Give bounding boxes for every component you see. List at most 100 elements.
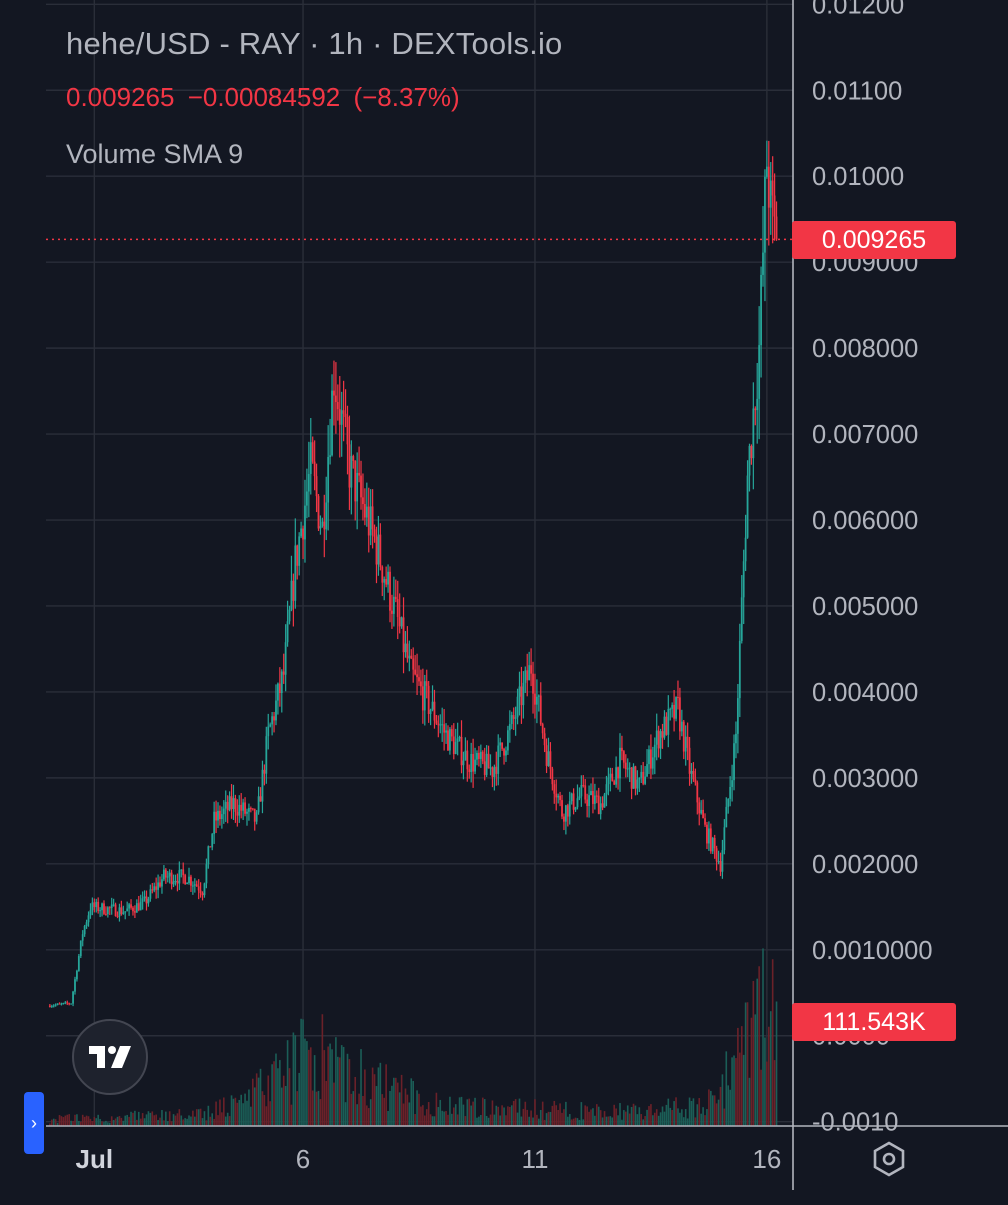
volume-bar-173	[381, 1094, 384, 1126]
candle-body-213	[458, 736, 461, 739]
candle-body-53	[149, 889, 152, 899]
candle-body-68	[178, 870, 181, 884]
volume-bar-307	[640, 1114, 643, 1126]
tradingview-logo-icon[interactable]	[72, 1019, 148, 1095]
volume-bar-356	[735, 1058, 737, 1126]
volume-bar-104	[248, 1089, 250, 1126]
last-price-value: 0.009265	[66, 82, 175, 112]
volume-bar-349	[721, 1074, 724, 1126]
volume-bar-7	[60, 1116, 63, 1126]
candle-body-287	[601, 803, 604, 808]
candle-body-240	[510, 715, 513, 725]
volume-bar-364	[750, 1017, 753, 1126]
candle-body-136	[309, 442, 312, 474]
candle-body-197	[427, 685, 430, 714]
candle-body-119	[277, 683, 279, 701]
volume-bar-254	[538, 1118, 540, 1126]
volume-bar-301	[628, 1113, 631, 1126]
volume-bar-373	[768, 1026, 770, 1126]
volume-bar-62	[166, 1121, 169, 1126]
side-panel-toggle[interactable]: ›	[24, 1092, 44, 1154]
volume-bar-189	[412, 1080, 415, 1126]
volume-bar-144	[325, 1080, 328, 1126]
volume-bar-77	[195, 1109, 198, 1126]
candle-body-293	[613, 781, 616, 785]
candle-body-252	[534, 693, 536, 705]
volume-bar-48	[139, 1118, 142, 1126]
candle-body-377	[775, 216, 778, 240]
volume-bar-20	[85, 1115, 88, 1126]
candle-body-319	[663, 716, 666, 738]
volume-bar-205	[443, 1111, 445, 1126]
volume-bar-352	[727, 1085, 730, 1126]
candle-body-121	[280, 671, 283, 694]
candle-body-134	[306, 491, 308, 506]
volume-bar-43	[130, 1111, 132, 1126]
candle-body-165	[365, 506, 368, 518]
y-tick-label-9: 0.003000	[812, 765, 918, 793]
volume-bar-179	[393, 1077, 395, 1126]
candle-body-340	[704, 818, 706, 825]
volume-bar-50	[143, 1118, 146, 1126]
candle-body-83	[207, 846, 210, 865]
volume-bar-232	[495, 1105, 498, 1126]
volume-bar-354	[731, 1057, 733, 1126]
candle-body-289	[605, 784, 608, 795]
chart-settings-button[interactable]	[866, 1136, 912, 1182]
volume-bar-172	[379, 1062, 382, 1126]
volume-bar-33	[110, 1116, 113, 1126]
candle-body-35	[114, 904, 117, 917]
candle-body-321	[667, 708, 670, 735]
volume-bar-290	[607, 1116, 610, 1126]
candle-body-323	[671, 704, 674, 709]
candle-body-227	[485, 753, 488, 775]
volume-bar-283	[594, 1115, 596, 1126]
candle-body-141	[319, 526, 322, 529]
volume-bar-135	[308, 1049, 310, 1126]
candle-body-3	[52, 1005, 55, 1007]
candle-body-255	[539, 695, 542, 725]
volume-bar-342	[708, 1089, 710, 1126]
candle-body-135	[307, 473, 310, 492]
volume-bar-23	[91, 1120, 94, 1126]
volume-bar-73	[188, 1115, 190, 1126]
candle-body-269	[566, 805, 569, 817]
volume-sma-indicator[interactable]: Volume SMA 9	[66, 139, 244, 169]
candle-body-280	[588, 795, 590, 807]
volume-bar-259	[547, 1111, 550, 1126]
volume-bar-157	[350, 1093, 353, 1126]
candle-body-328	[680, 721, 683, 732]
candle-body-55	[153, 886, 156, 891]
volume-bar-219	[470, 1105, 472, 1126]
candle-body-246	[522, 682, 525, 706]
candle-body-309	[644, 776, 647, 784]
candle-body-201	[435, 720, 438, 724]
candle-body-312	[650, 749, 652, 769]
volume-bar-158	[352, 1091, 355, 1126]
candle-body-42	[128, 904, 131, 909]
volume-bar-99	[238, 1099, 241, 1126]
candle-body-298	[622, 751, 625, 763]
candle-body-359	[740, 597, 743, 641]
volume-bar-101	[242, 1103, 244, 1126]
candle-body-100	[240, 804, 243, 811]
x-axis-ticks: Jul 6 11 16	[76, 1144, 782, 1174]
volume-bar-218	[468, 1098, 471, 1126]
candle-body-122	[282, 671, 285, 675]
volume-bar-300	[626, 1105, 629, 1126]
y-axis-ticks: 0.012000.011000.010000.0090000.0080000.0…	[812, 0, 933, 1137]
y-tick-label-7: 0.005000	[812, 593, 918, 621]
candle-body-112	[263, 769, 266, 774]
volume-bar-31	[107, 1122, 109, 1126]
volume-bar-89	[219, 1099, 221, 1126]
volume-bar-233	[497, 1106, 500, 1126]
candle-body-51	[145, 896, 148, 904]
candle-body-353	[729, 786, 732, 799]
candle-body-93	[226, 801, 229, 811]
volume-bar-346	[715, 1103, 718, 1126]
volume-bar-190	[414, 1114, 416, 1126]
volume-bar-18	[81, 1114, 84, 1126]
volume-bar-214	[460, 1096, 463, 1126]
